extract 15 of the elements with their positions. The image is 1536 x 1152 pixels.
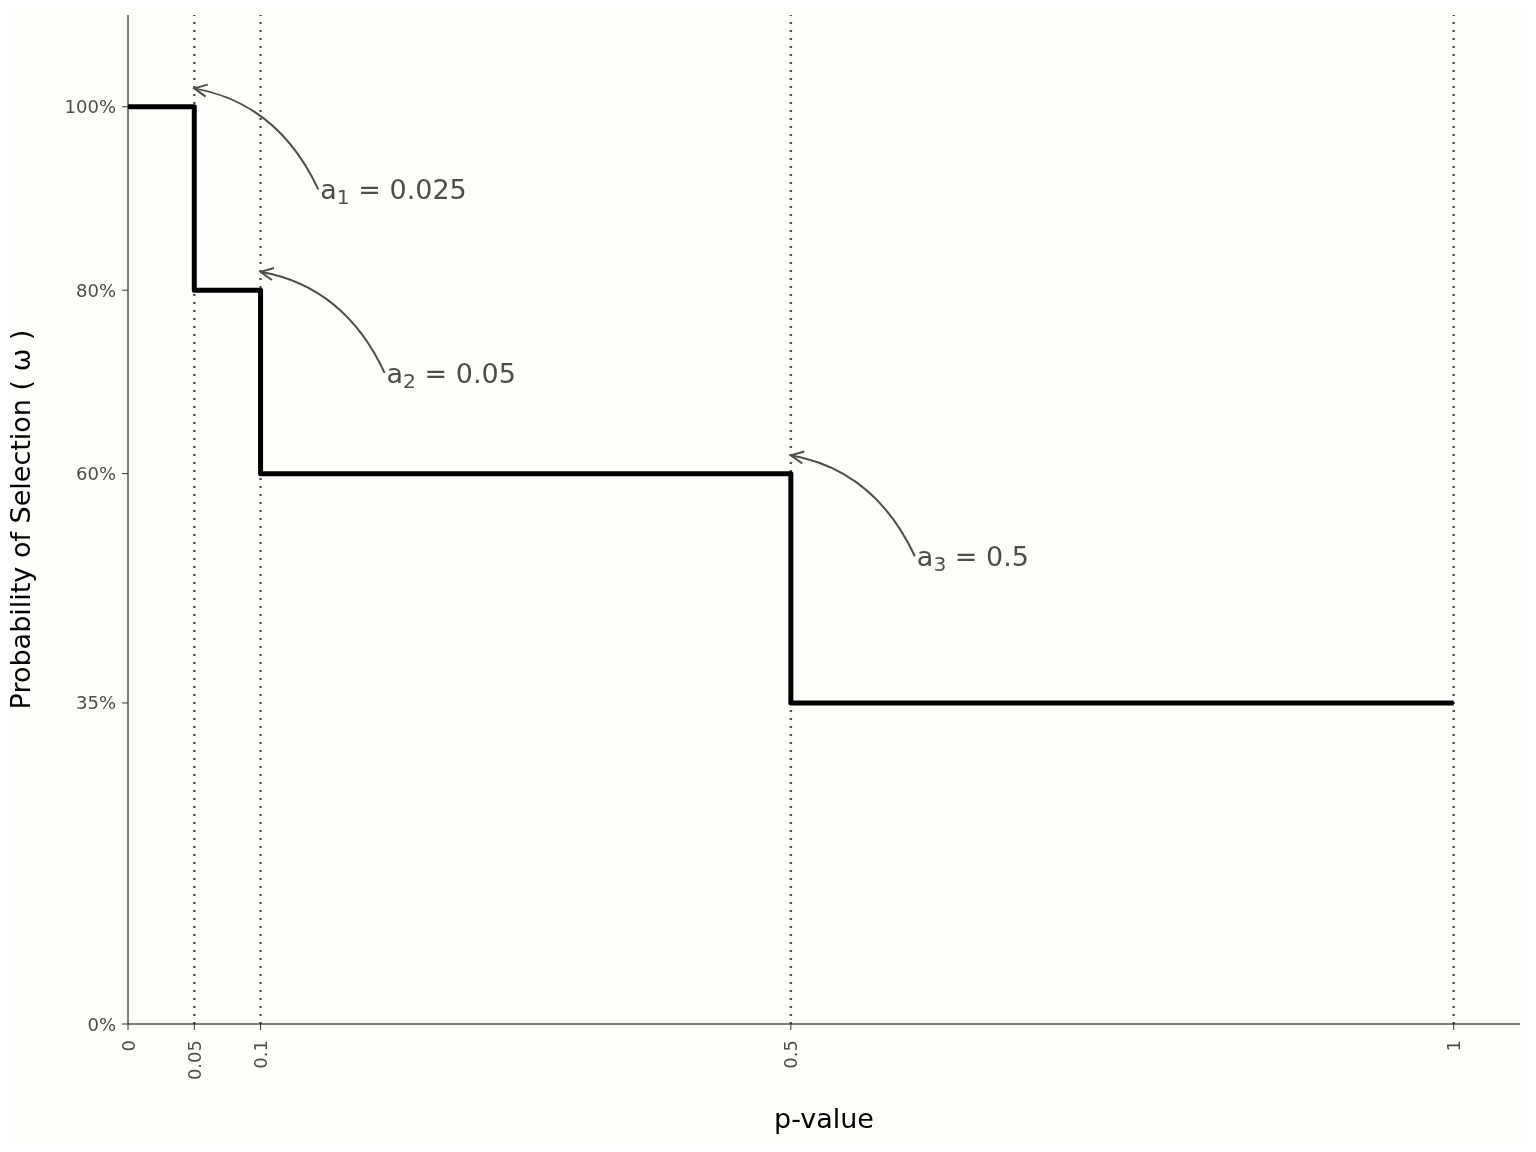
annotation: a$_{2}$ = 0.05 xyxy=(386,357,516,393)
y-tick-label: 80% xyxy=(75,279,116,301)
y-axis-title: Probability of Selection ( ω ) xyxy=(4,329,36,710)
y-tick-label: 0% xyxy=(87,1013,116,1035)
x-axis-title: p-value xyxy=(774,1103,874,1134)
annotation: a$_{3}$ = 0.5 xyxy=(916,541,1030,577)
x-tick-label: 1 xyxy=(1443,1040,1465,1052)
x-tick-label: 0.1 xyxy=(250,1040,272,1069)
y-tick-label: 60% xyxy=(75,463,116,485)
y-tick-label: 35% xyxy=(75,692,116,714)
x-tick-label: 0 xyxy=(117,1040,139,1052)
y-tick-label: 100% xyxy=(64,96,116,118)
annotation: a$_{1}$ = 0.025 xyxy=(320,174,467,210)
x-tick-label: 0.5 xyxy=(780,1040,802,1069)
x-tick-label: 0.05 xyxy=(183,1040,205,1081)
